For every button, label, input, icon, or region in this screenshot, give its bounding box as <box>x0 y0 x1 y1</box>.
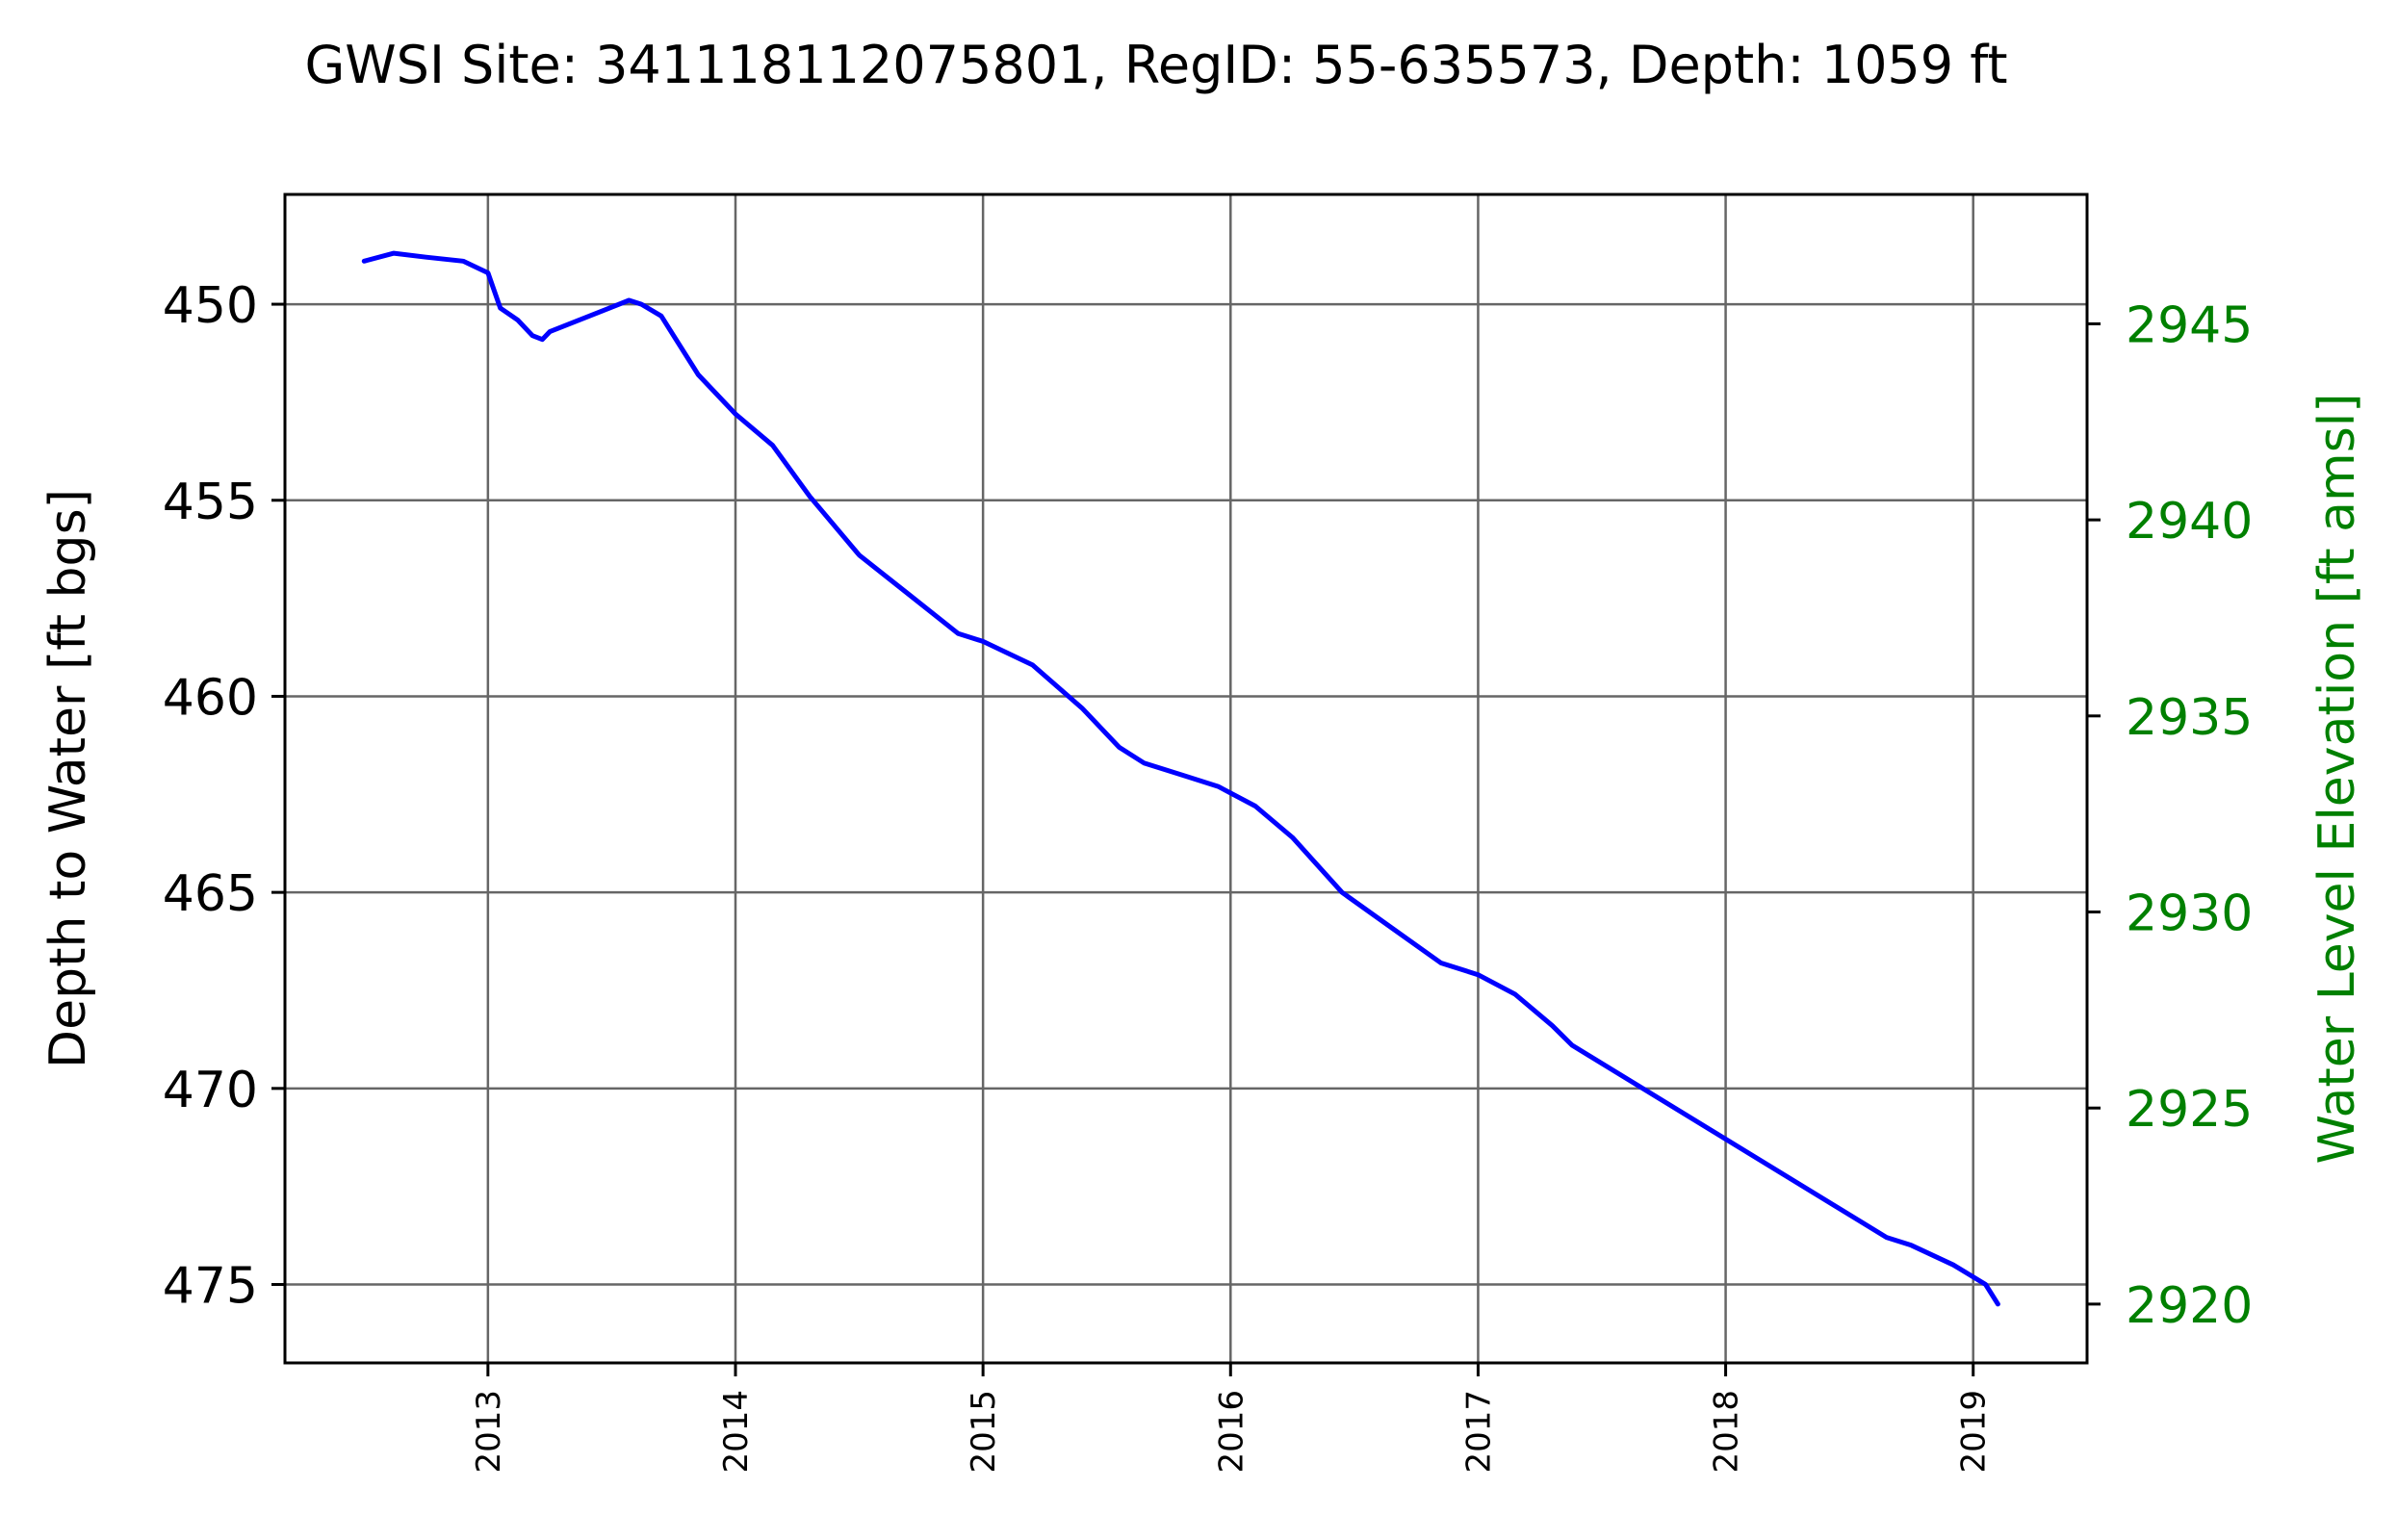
x-axis: 2013 2014 2015 2016 2017 2018 2019 <box>470 1363 1994 1474</box>
y-tick-label: 455 <box>163 474 258 531</box>
y2-tick-label: 2945 <box>2126 296 2253 354</box>
y-tick-label: 450 <box>163 277 258 335</box>
y-tick-label: 460 <box>163 669 258 727</box>
y2-tick-label: 2925 <box>2126 1081 2253 1139</box>
y-axis-left: 450 455 460 465 470 475 <box>163 277 285 1316</box>
x-tick-label: 2017 <box>1459 1390 1498 1474</box>
x-tick-label: 2015 <box>965 1390 1003 1474</box>
series-layer <box>361 250 2000 1307</box>
y-tick-label: 470 <box>163 1062 258 1119</box>
y2-tick-label: 2920 <box>2126 1277 2253 1335</box>
y-axis-right: 2945 2940 2935 2930 2925 2920 <box>2087 296 2253 1335</box>
y-tick-label: 475 <box>163 1258 258 1316</box>
plot-frame <box>283 192 2089 1365</box>
y-axis-label: Depth to Water [ft bgs] <box>39 489 97 1068</box>
chart-title: GWSI Site: 341118112075801, RegID: 55-63… <box>304 35 2007 95</box>
series-line-0 <box>361 250 2000 1307</box>
x-tick-label: 2014 <box>717 1390 756 1474</box>
y2-tick-label: 2935 <box>2126 689 2253 747</box>
x-tick-label: 2013 <box>470 1390 508 1474</box>
y2-tick-label: 2930 <box>2126 886 2253 943</box>
grid-lines <box>285 194 2087 1363</box>
x-tick-label: 2016 <box>1212 1390 1251 1474</box>
x-tick-label: 2018 <box>1708 1390 1746 1474</box>
y-tick-label: 465 <box>163 865 258 923</box>
y2-tick-label: 2940 <box>2126 493 2253 551</box>
y2-axis-label: Water Level Elevation [ft amsl] <box>2308 393 2366 1164</box>
x-tick-label: 2019 <box>1955 1390 1994 1474</box>
